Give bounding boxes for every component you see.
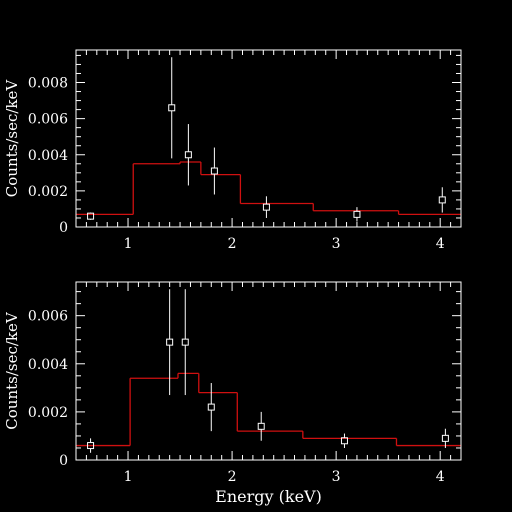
top-data-point: [353, 207, 361, 222]
bottom-data-points: [87, 289, 449, 453]
bottom-data-point: [87, 438, 95, 453]
top-y-tick-label: 0.008: [28, 76, 68, 92]
bottom-x-tick-labels: 1 2 3 4: [124, 469, 445, 485]
top-y-axis-label: Counts/sec/keV: [3, 79, 21, 198]
bottom-y-tick-label: 0: [59, 453, 68, 469]
top-model-layer: [76, 161, 461, 216]
top-x-tick-label: 2: [228, 236, 237, 252]
top-data-points: [87, 57, 446, 222]
bottom-spectrum-panel: 1 2 3 4 0 0.002 0.004 0.006 Counts/sec/k…: [3, 281, 462, 506]
bottom-y-axis-label: Counts/sec/keV: [3, 311, 21, 430]
bottom-point-marker: [441, 434, 449, 442]
bottom-data-point: [181, 289, 189, 396]
top-x-tick-label: 1: [124, 236, 133, 252]
top-x-tick-label: 3: [332, 236, 341, 252]
top-point-marker: [184, 151, 192, 159]
bottom-y-tick-label: 0.002: [28, 405, 68, 421]
bottom-y-tick-label: 0.004: [28, 357, 68, 373]
top-y-tick-label: 0.004: [28, 148, 68, 164]
top-data-point: [168, 57, 176, 159]
bottom-point-marker: [257, 422, 265, 430]
top-y-tick-label: 0: [59, 220, 68, 236]
top-axis-ticks: [76, 50, 462, 228]
bottom-data-point: [166, 289, 174, 396]
top-point-marker: [353, 210, 361, 218]
bottom-point-marker: [340, 437, 348, 445]
bottom-x-tick-label: 4: [436, 469, 445, 485]
bottom-point-marker: [166, 338, 174, 346]
bottom-point-marker: [181, 338, 189, 346]
top-y-tick-labels: 0 0.002 0.004 0.006 0.008: [28, 76, 68, 236]
bottom-x-tick-label: 1: [124, 469, 133, 485]
top-point-marker: [168, 104, 176, 112]
x-axis-label: Energy (keV): [215, 487, 322, 506]
top-data-point: [87, 212, 95, 220]
bottom-x-tick-label: 2: [228, 469, 237, 485]
bottom-point-marker: [87, 442, 95, 450]
top-x-tick-labels: 1 2 3 4: [124, 236, 445, 252]
bottom-x-tick-label: 3: [332, 469, 341, 485]
bottom-data-point: [257, 411, 265, 441]
bottom-y-tick-label: 0.006: [28, 309, 68, 325]
top-point-marker: [210, 167, 218, 175]
top-plot-frame: [75, 49, 462, 228]
top-data-point: [262, 196, 270, 218]
bottom-point-marker: [207, 403, 215, 411]
top-point-marker: [438, 196, 446, 204]
top-point-marker: [262, 203, 270, 211]
top-x-tick-label: 4: [436, 236, 445, 252]
bottom-data-point: [340, 433, 348, 448]
top-y-tick-label: 0.002: [28, 184, 68, 200]
bottom-model-layer: [76, 372, 461, 447]
bottom-y-tick-labels: 0 0.002 0.004 0.006: [28, 309, 68, 469]
bottom-data-point: [207, 383, 215, 432]
top-data-point: [210, 147, 218, 195]
top-y-tick-label: 0.006: [28, 112, 68, 128]
bottom-data-point: [441, 428, 449, 448]
top-point-marker: [87, 212, 95, 220]
top-spectrum-panel: 1 2 3 4 0 0.002 0.004 0.006 0.008 Counts…: [3, 49, 462, 252]
top-data-point: [184, 124, 192, 186]
bottom-plot-frame: [75, 281, 462, 461]
top-data-point: [438, 187, 446, 213]
